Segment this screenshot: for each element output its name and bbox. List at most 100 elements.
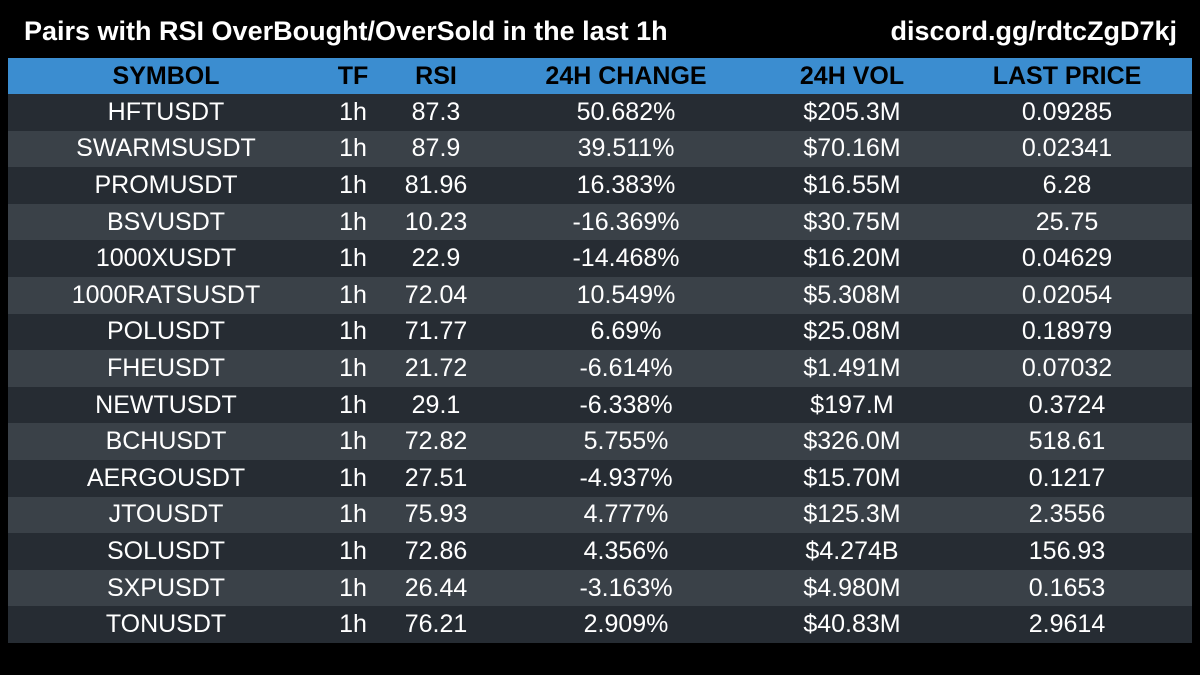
table-row[interactable]: BSVUSDT 1h 10.23 -16.369% $30.75M 25.75 [8,203,1192,241]
volume-cell: $30.75M [762,203,942,241]
symbol-cell: PROMUSDT [8,167,324,204]
price-cell: 156.93 [942,533,1192,570]
rsi-cell: 21.72 [382,350,490,387]
rsi-cell: 87.3 [382,94,490,131]
tf-cell: 1h [324,94,382,131]
volume-cell: $15.70M [762,459,942,497]
symbol-cell: FHEUSDT [8,350,324,387]
table-row[interactable]: BCHUSDT 1h 72.82 5.755% $326.0M 518.61 [8,423,1192,460]
symbol-cell: POLUSDT [8,313,324,351]
rsi-cell: 75.93 [382,496,490,534]
change-cell: 16.383% [490,167,762,204]
rsi-cell: 72.86 [382,533,490,570]
tf-cell: 1h [324,423,382,460]
tf-cell: 1h [324,350,382,387]
rsi-cell: 26.44 [382,569,490,607]
volume-cell: $326.0M [762,423,942,460]
table-row[interactable]: 1000XUSDT 1h 22.9 -14.468% $16.20M 0.04629 [8,240,1192,277]
table-row[interactable]: 1000RATSUSDT 1h 72.04 10.549% $5.308M 0.02054 [8,276,1192,314]
rsi-cell: 81.96 [382,167,490,204]
change-cell: 5.755% [490,423,762,460]
table-row[interactable]: AERGOUSDT 1h 27.51 -4.937% $15.70M 0.1217 [8,459,1192,497]
tf-cell: 1h [324,459,382,497]
table-row[interactable]: TONUSDT 1h 76.21 2.909% $40.83M 2.9614 [8,606,1192,643]
rsi-cell: 22.9 [382,240,490,277]
price-cell: 2.9614 [942,606,1192,643]
change-cell: -16.369% [490,203,762,241]
table-row[interactable]: NEWTUSDT 1h 29.1 -6.338% $197.M 0.3724 [8,386,1192,424]
table-body: HFTUSDT 1h 87.3 50.682% $205.3M 0.09285 SWARMS… [8,94,1192,643]
column-header-symbol[interactable]: SYMBOL [8,58,324,94]
change-cell: 39.511% [490,130,762,168]
volume-cell: $70.16M [762,130,942,168]
header-bar: Pairs with RSI OverBought/OverSold in th… [0,0,1200,60]
change-cell: -4.937% [490,459,762,497]
price-cell: 0.1653 [942,569,1192,607]
rsi-cell: 76.21 [382,606,490,643]
price-cell: 0.04629 [942,240,1192,277]
price-cell: 0.02341 [942,130,1192,168]
column-header-last-price[interactable]: LAST PRICE [942,58,1192,94]
change-cell: -6.338% [490,386,762,424]
table-row[interactable]: JTOUSDT 1h 75.93 4.777% $125.3M 2.3556 [8,496,1192,534]
change-cell: 4.777% [490,496,762,534]
volume-cell: $197.M [762,386,942,424]
tf-cell: 1h [324,203,382,241]
change-cell: 10.549% [490,276,762,314]
symbol-cell: SXPUSDT [8,569,324,607]
table-row[interactable]: FHEUSDT 1h 21.72 -6.614% $1.491M 0.07032 [8,350,1192,387]
tf-cell: 1h [324,313,382,351]
rsi-cell: 71.77 [382,313,490,351]
volume-cell: $205.3M [762,94,942,131]
column-header-rsi[interactable]: RSI [382,58,490,94]
symbol-cell: BCHUSDT [8,423,324,460]
change-cell: -14.468% [490,240,762,277]
price-cell: 6.28 [942,167,1192,204]
column-header-24h-change[interactable]: 24H CHANGE [490,58,762,94]
price-cell: 0.1217 [942,459,1192,497]
volume-cell: $125.3M [762,496,942,534]
tf-cell: 1h [324,606,382,643]
table-row[interactable]: HFTUSDT 1h 87.3 50.682% $205.3M 0.09285 [8,94,1192,131]
rsi-cell: 10.23 [382,203,490,241]
tf-cell: 1h [324,533,382,570]
volume-cell: $16.55M [762,167,942,204]
table-row[interactable]: SOLUSDT 1h 72.86 4.356% $4.274B 156.93 [8,533,1192,570]
price-cell: 2.3556 [942,496,1192,534]
tf-cell: 1h [324,130,382,168]
tf-cell: 1h [324,569,382,607]
symbol-cell: SOLUSDT [8,533,324,570]
change-cell: 2.909% [490,606,762,643]
price-cell: 0.09285 [942,94,1192,131]
symbol-cell: SWARMSUSDT [8,130,324,168]
page-title: Pairs with RSI OverBought/OverSold in th… [24,16,668,46]
discord-link[interactable]: discord.gg/rdtcZgD7kj [890,16,1177,46]
tf-cell: 1h [324,386,382,424]
symbol-cell: 1000RATSUSDT [8,276,324,314]
tf-cell: 1h [324,167,382,204]
rsi-cell: 29.1 [382,386,490,424]
column-header-24h-vol[interactable]: 24H VOL [762,58,942,94]
symbol-cell: JTOUSDT [8,496,324,534]
rsi-cell: 72.04 [382,276,490,314]
change-cell: -6.614% [490,350,762,387]
table-row[interactable]: POLUSDT 1h 71.77 6.69% $25.08M 0.18979 [8,313,1192,351]
volume-cell: $40.83M [762,606,942,643]
volume-cell: $4.274B [762,533,942,570]
rsi-cell: 87.9 [382,130,490,168]
symbol-cell: TONUSDT [8,606,324,643]
table-header-row: SYMBOL TF RSI 24H CHANGE 24H VOL LAST PR… [8,58,1192,94]
price-cell: 518.61 [942,423,1192,460]
column-header-tf[interactable]: TF [324,58,382,94]
table-row[interactable]: SWARMSUSDT 1h 87.9 39.511% $70.16M 0.02341 [8,130,1192,168]
change-cell: 4.356% [490,533,762,570]
tf-cell: 1h [324,276,382,314]
tf-cell: 1h [324,240,382,277]
table-row[interactable]: PROMUSDT 1h 81.96 16.383% $16.55M 6.28 [8,167,1192,204]
price-cell: 0.3724 [942,386,1192,424]
volume-cell: $25.08M [762,313,942,351]
symbol-cell: HFTUSDT [8,94,324,131]
table-row[interactable]: SXPUSDT 1h 26.44 -3.163% $4.980M 0.1653 [8,569,1192,607]
volume-cell: $1.491M [762,350,942,387]
price-cell: 0.18979 [942,313,1192,351]
